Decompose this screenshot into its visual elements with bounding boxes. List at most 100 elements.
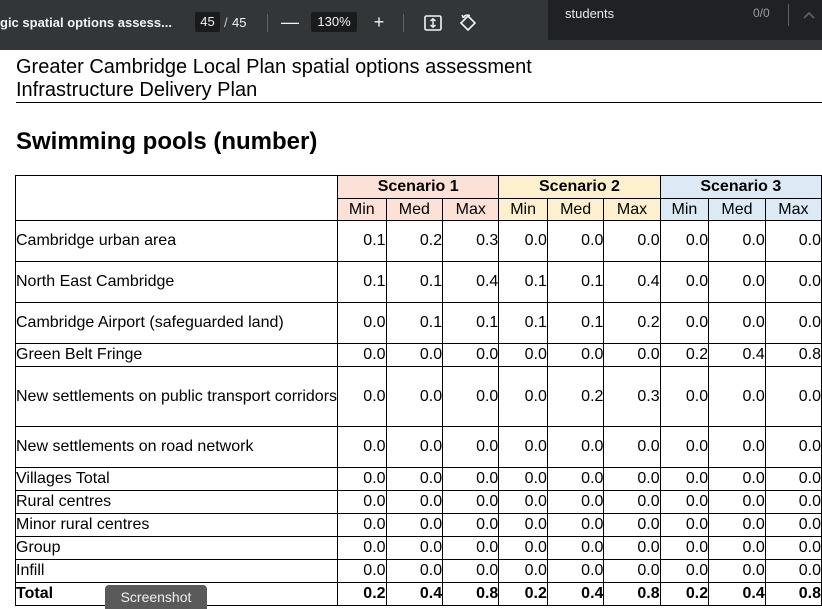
value-cell: 0.1 [337, 220, 387, 262]
value-cell: 0.1 [498, 261, 548, 303]
column-header: Med [385, 198, 444, 221]
value-cell: 0.2 [337, 582, 387, 606]
header-rule [16, 102, 822, 103]
value-cell: 0.0 [498, 559, 548, 583]
value-cell: 0.0 [498, 536, 548, 560]
value-cell: 0.8 [442, 582, 500, 606]
value-cell: 0.0 [764, 366, 822, 427]
value-cell: 0.0 [764, 559, 822, 583]
value-cell: 0.0 [498, 513, 548, 537]
value-cell: 0.0 [659, 467, 710, 491]
scenario-header: Scenario 3 [659, 175, 822, 199]
zoom-out-button[interactable]: — [281, 12, 299, 32]
value-cell: 0.0 [337, 426, 387, 468]
screenshot-tooltip: Screenshot [105, 585, 207, 609]
value-cell: 0.0 [764, 426, 822, 468]
value-cell: 0.1 [442, 302, 500, 344]
value-cell: 0.0 [603, 513, 661, 537]
row-label: New settlements on road network [14, 426, 339, 468]
zoom-in-button[interactable]: + [373, 12, 385, 32]
value-cell: 0.0 [442, 513, 500, 537]
page-total: 45 [232, 15, 247, 30]
column-header: Max [442, 198, 500, 221]
value-cell: 0.0 [603, 426, 661, 468]
find-result-count: 0/0 [753, 6, 770, 20]
value-cell: 0.0 [546, 513, 605, 537]
value-cell: 0.0 [337, 490, 387, 514]
value-cell: 0.0 [385, 343, 444, 367]
document-title: gic spatial options assess... [0, 15, 172, 30]
value-cell: 0.0 [708, 302, 766, 344]
column-header: Min [498, 198, 548, 221]
value-cell: 0.0 [337, 343, 387, 367]
value-cell: 0.0 [659, 559, 710, 583]
value-cell: 0.3 [442, 220, 500, 262]
value-cell: 0.0 [498, 220, 548, 262]
fit-page-icon[interactable] [423, 13, 443, 33]
value-cell: 0.0 [442, 467, 500, 491]
value-cell: 0.1 [385, 302, 444, 344]
value-cell: 0.0 [385, 426, 444, 468]
scenario-header: Scenario 1 [337, 175, 500, 199]
value-cell: 0.0 [498, 366, 548, 427]
value-cell: 0.4 [708, 343, 766, 367]
value-cell: 0.0 [603, 343, 661, 367]
value-cell: 0.0 [337, 366, 387, 427]
column-header: Min [337, 198, 387, 221]
value-cell: 0.0 [708, 559, 766, 583]
value-cell: 0.0 [764, 467, 822, 491]
row-label: Cambridge urban area [14, 220, 339, 262]
page-separator: / [224, 15, 228, 30]
value-cell: 0.0 [659, 366, 710, 427]
column-header: Med [546, 198, 605, 221]
toolbar-divider [403, 14, 404, 32]
value-cell: 0.0 [764, 490, 822, 514]
column-header: Max [603, 198, 661, 221]
table-row: Green Belt Fringe 0.0 0.0 0.0 0.0 0.0 0.0 0.2 0.… [14, 343, 822, 367]
value-cell: 0.8 [603, 582, 661, 606]
row-label: Infill [14, 559, 339, 583]
value-cell: 0.0 [337, 513, 387, 537]
value-cell: 0.4 [603, 261, 661, 303]
value-cell: 0.0 [764, 302, 822, 344]
value-cell: 0.0 [442, 536, 500, 560]
rotate-icon[interactable] [458, 13, 478, 33]
value-cell: 0.0 [498, 426, 548, 468]
value-cell: 0.0 [442, 343, 500, 367]
value-cell: 0.0 [546, 220, 605, 262]
row-label: North East Cambridge [14, 261, 339, 303]
value-cell: 0.0 [385, 467, 444, 491]
table-row: Cambridge Airport (safeguarded land) 0.0 0… [14, 302, 822, 344]
value-cell: 0.0 [764, 220, 822, 262]
page-number-input[interactable]: 45 [195, 12, 220, 32]
value-cell: 0.0 [385, 559, 444, 583]
chevron-up-icon[interactable] [802, 8, 816, 20]
value-cell: 0.0 [442, 426, 500, 468]
value-cell: 0.0 [385, 366, 444, 427]
value-cell: 0.0 [337, 559, 387, 583]
value-cell: 0.0 [546, 467, 605, 491]
value-cell: 0.0 [764, 513, 822, 537]
row-label: Minor rural centres [14, 513, 339, 537]
column-header: Med [708, 198, 766, 221]
value-cell: 0.1 [546, 302, 605, 344]
value-cell: 0.0 [442, 559, 500, 583]
value-cell: 0.0 [659, 536, 710, 560]
value-cell: 0.0 [337, 467, 387, 491]
table-row: New settlements on public transport corr… [14, 366, 822, 427]
find-bar: students 0/0 [548, 0, 822, 40]
value-cell: 0.4 [442, 261, 500, 303]
value-cell: 0.0 [385, 490, 444, 514]
table-row: Villages Total 0.0 0.0 0.0 0.0 0.0 0.0 0.0 0.0 0.… [14, 467, 822, 491]
value-cell: 0.2 [659, 582, 710, 606]
value-cell: 0.0 [708, 513, 766, 537]
value-cell: 0.2 [659, 343, 710, 367]
value-cell: 0.0 [442, 490, 500, 514]
row-label: Rural centres [14, 490, 339, 514]
value-cell: 0.0 [708, 261, 766, 303]
find-input[interactable]: students [565, 6, 615, 21]
value-cell: 0.1 [498, 302, 548, 344]
value-cell: 0.0 [764, 536, 822, 560]
row-label: New settlements on public transport corr… [14, 366, 339, 427]
zoom-level-input[interactable]: 130% [311, 12, 357, 32]
